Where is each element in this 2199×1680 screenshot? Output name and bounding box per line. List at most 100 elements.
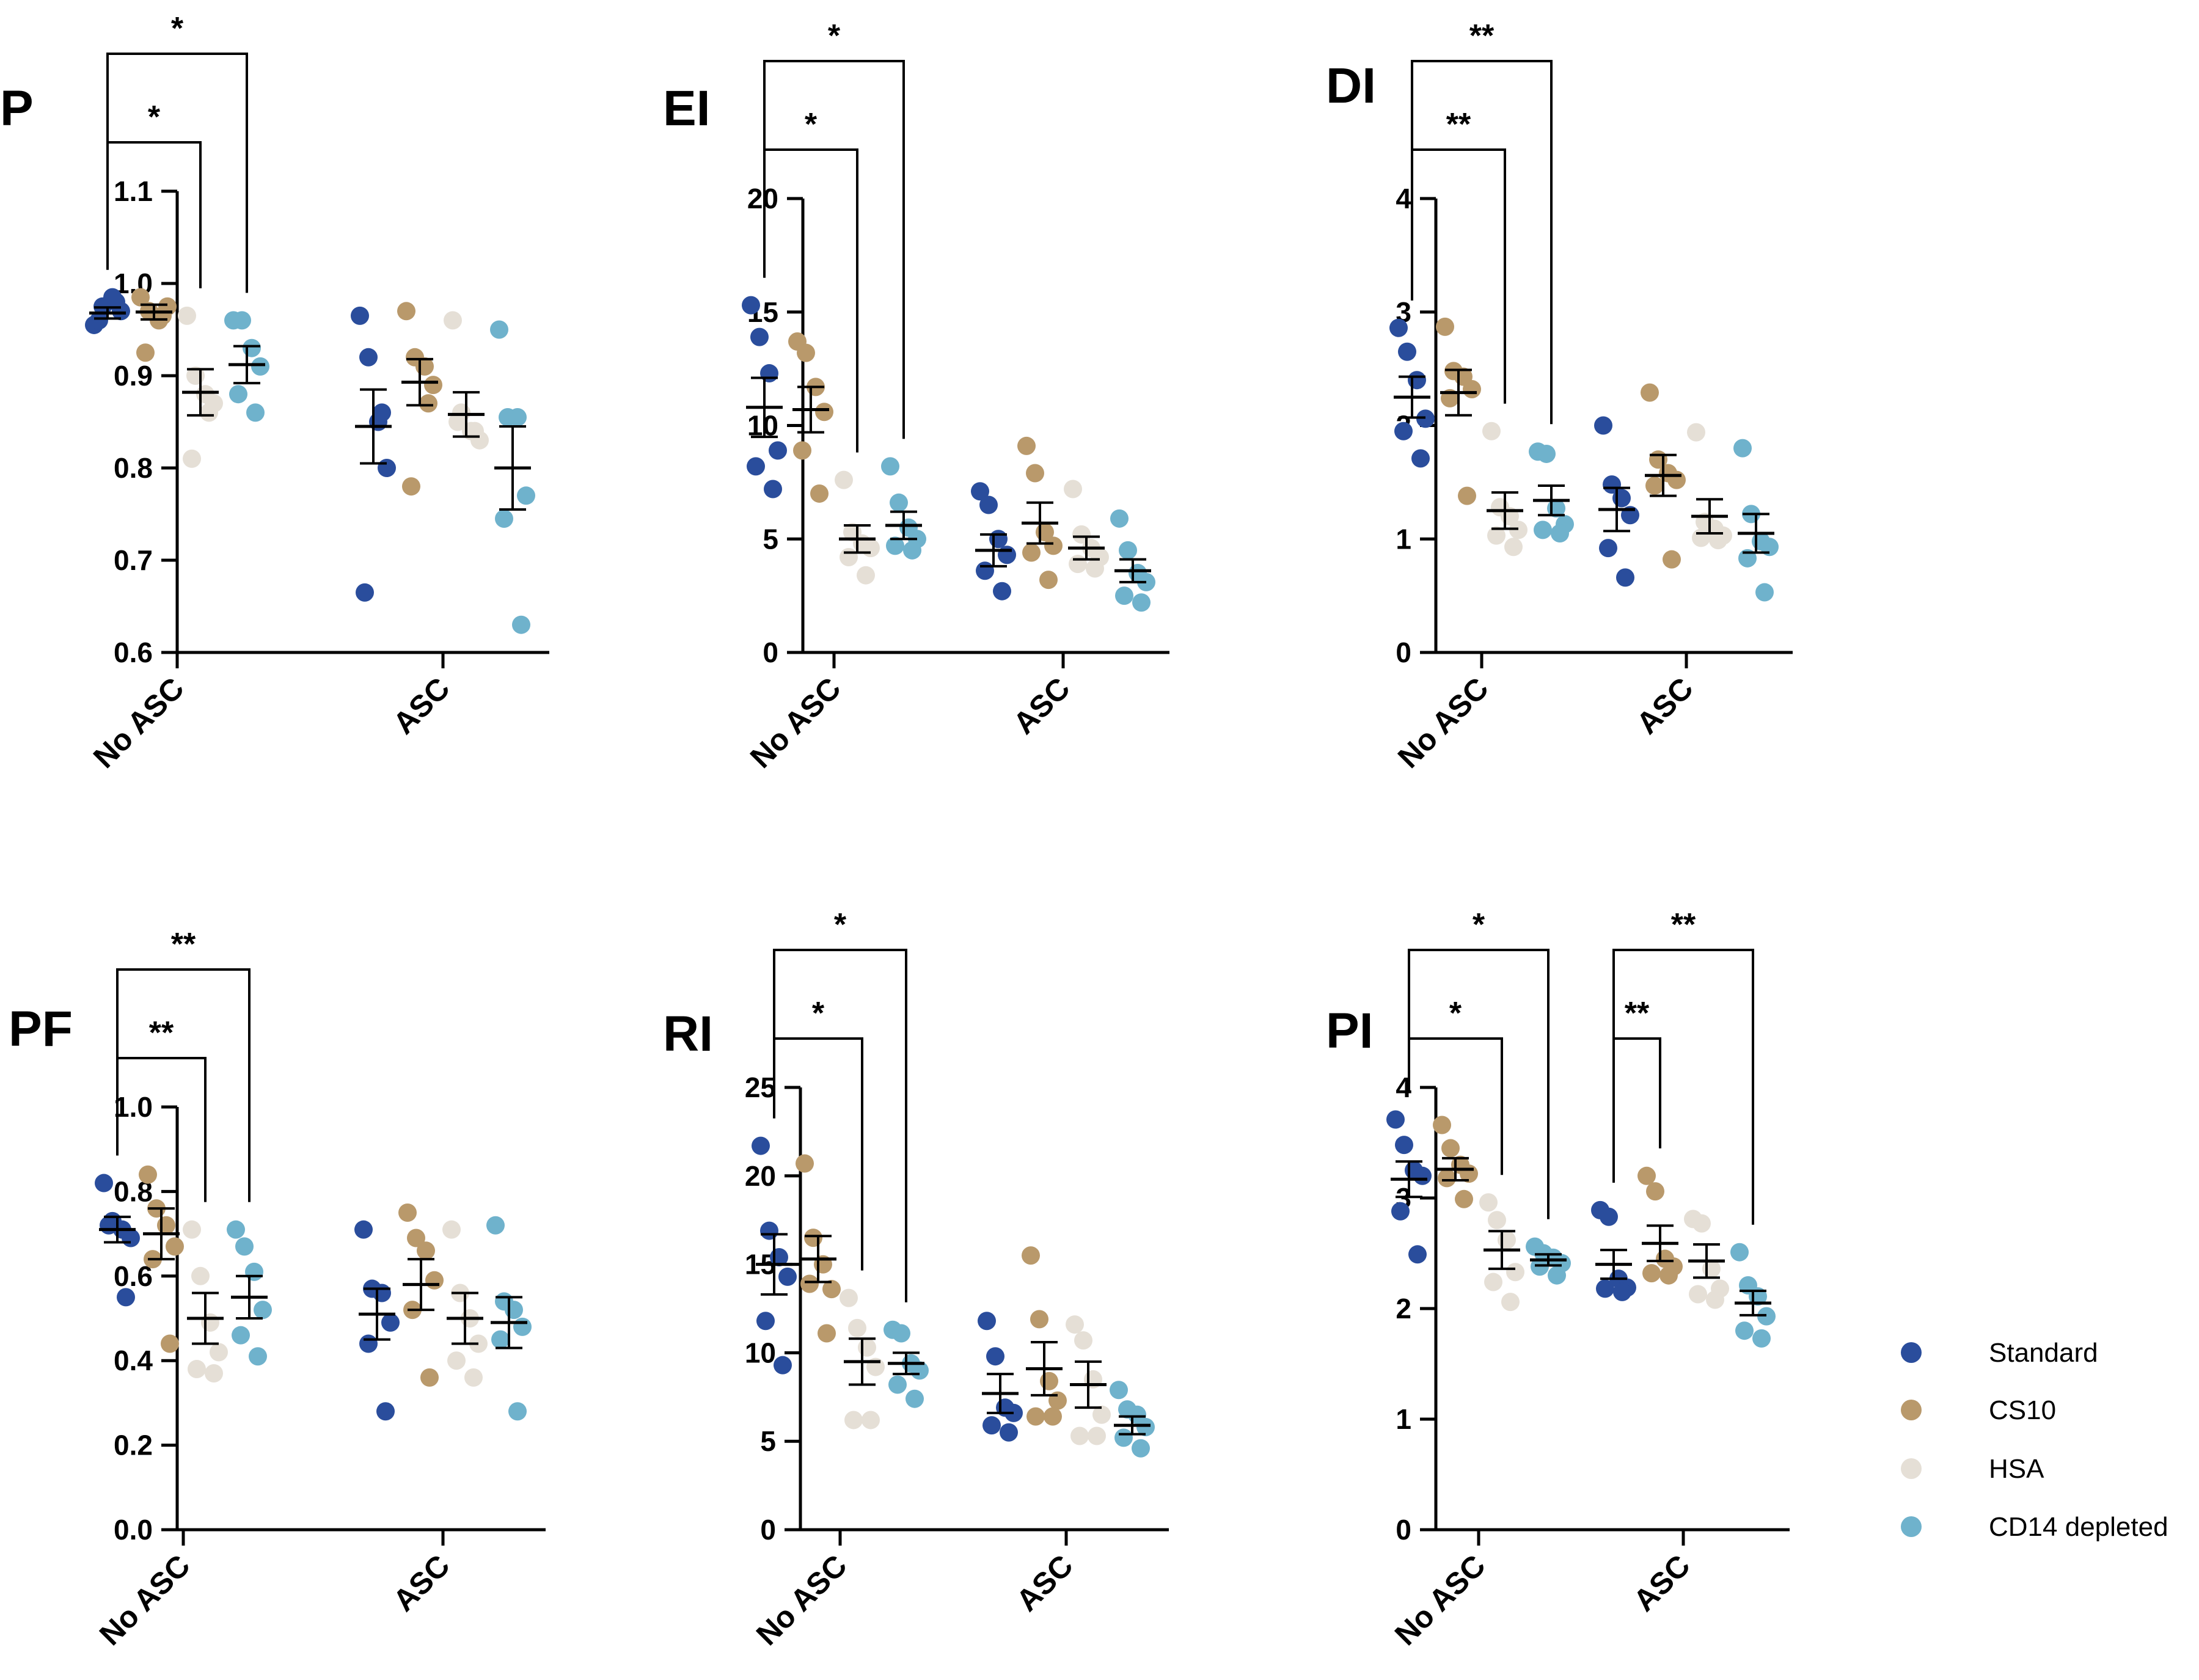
data-point-standard [989,530,1008,549]
data-point-cs10 [397,302,415,321]
data-point-hsa [191,1266,210,1285]
data-point-cs10 [398,1203,417,1222]
y-tick-label-ei: 5 [763,523,778,555]
data-point-cs10 [157,1216,175,1235]
data-point-cs10 [822,1280,841,1299]
data-point-cd14-depleted [505,1301,523,1320]
data-point-hsa [862,539,880,558]
data-point-cd14-depleted [1730,1243,1749,1262]
y-tick-label-pi: 0 [1396,1514,1411,1546]
y-tick-label-ei: 20 [747,183,778,214]
significance-label-p: * [171,11,184,46]
data-point-hsa [188,1360,206,1379]
data-point-cs10 [407,1229,425,1247]
data-point-cd14-depleted [1534,520,1552,539]
data-point-standard [359,348,378,367]
data-point-standard [1391,1202,1410,1221]
data-point-cs10 [131,288,150,307]
data-point-cs10 [818,1324,836,1343]
data-point-standard [978,1312,996,1331]
y-tick-label-pi: 1 [1396,1403,1411,1435]
data-point-standard [1386,1110,1405,1129]
data-point-hsa [201,1313,219,1332]
data-point-cd14-depleted [1733,439,1752,458]
y-tick-label-p: 0.8 [114,452,153,484]
data-point-cs10 [1438,1169,1456,1188]
data-point-standard [747,457,765,476]
significance-label-ri: * [812,996,825,1031]
legend-item-cs10: CS10 [1901,1395,2056,1425]
data-point-standard [993,582,1011,601]
significance-label-pf: ** [149,1015,174,1051]
data-point-hsa [464,1368,483,1387]
data-point-standard [778,1267,797,1286]
data-point-hsa [1487,526,1506,545]
significance-label-di: ** [1469,18,1495,54]
data-point-cs10 [793,441,811,460]
panels: P0.60.70.80.91.01.1No ASC ASC**EI05101520… [0,11,1793,1652]
data-point-cs10 [1017,436,1036,455]
y-tick-label-di: 4 [1396,183,1411,214]
data-point-standard [998,546,1016,564]
data-point-cd14-depleted [517,486,535,505]
data-point-hsa [183,449,201,468]
y-tick-label-pf: 1.0 [114,1091,153,1123]
data-point-hsa [1692,528,1710,547]
data-point-cd14-depleted [508,407,527,426]
category-label-no-asc-pf: No ASC [93,1548,197,1652]
y-tick-label-pf: 0.2 [114,1430,153,1461]
data-point-standard [1411,449,1430,468]
data-point-hsa [840,547,858,566]
data-point-hsa [1501,1293,1520,1312]
data-point-cd14-depleted [1132,593,1151,612]
data-point-hsa [1709,531,1727,550]
data-point-cs10 [1663,550,1681,569]
data-point-cd14-depleted [490,320,508,339]
panel-letter-pi: PI [1326,1003,1373,1059]
data-point-hsa [1504,538,1523,557]
data-point-cd14-depleted [881,457,899,476]
significance-bracket-pi [1612,1037,1661,1183]
category-label-no-asc-p: No ASC [87,671,191,775]
data-point-cs10 [1436,317,1454,336]
legend-item-standard: Standard [1901,1338,2098,1368]
significance-bracket-p [106,53,248,293]
data-point-cs10 [1441,1139,1460,1158]
data-point-cs10 [1455,1189,1473,1208]
significance-label-ei: * [805,107,818,142]
data-point-cs10 [797,343,815,362]
data-point-standard [1389,318,1408,337]
data-point-cs10 [136,343,155,362]
data-point-standard [1408,371,1426,390]
legend-label-cs10: CS10 [1989,1395,2056,1425]
significance-label-ei: * [828,18,841,54]
data-point-hsa [1479,1193,1498,1212]
data-point-hsa [183,1220,201,1239]
data-point-cd14-depleted [890,493,908,512]
y-tick-label-di: 1 [1396,523,1411,555]
data-point-cs10 [815,403,833,422]
data-point-standard [1395,1136,1413,1155]
data-point-standard [356,583,374,602]
category-label-no-asc-ri: No ASC [750,1548,854,1652]
significance-bracket-p [106,141,202,288]
data-point-cs10 [810,484,829,503]
legend-swatch-standard [1901,1342,1922,1363]
data-point-hsa [857,566,875,585]
data-point-cs10 [166,1237,184,1256]
legend-swatch-cd14-depleted [1901,1516,1922,1537]
data-point-standard [760,364,778,383]
data-point-hsa [1706,1290,1724,1309]
data-point-hsa [210,1343,228,1362]
panel-letter-ri: RI [663,1006,713,1062]
data-point-hsa [835,470,853,489]
data-point-cs10 [1030,1310,1048,1329]
data-point-standard [122,1229,140,1247]
y-tick-label-ri: 0 [760,1514,776,1546]
data-point-standard [100,1216,118,1235]
